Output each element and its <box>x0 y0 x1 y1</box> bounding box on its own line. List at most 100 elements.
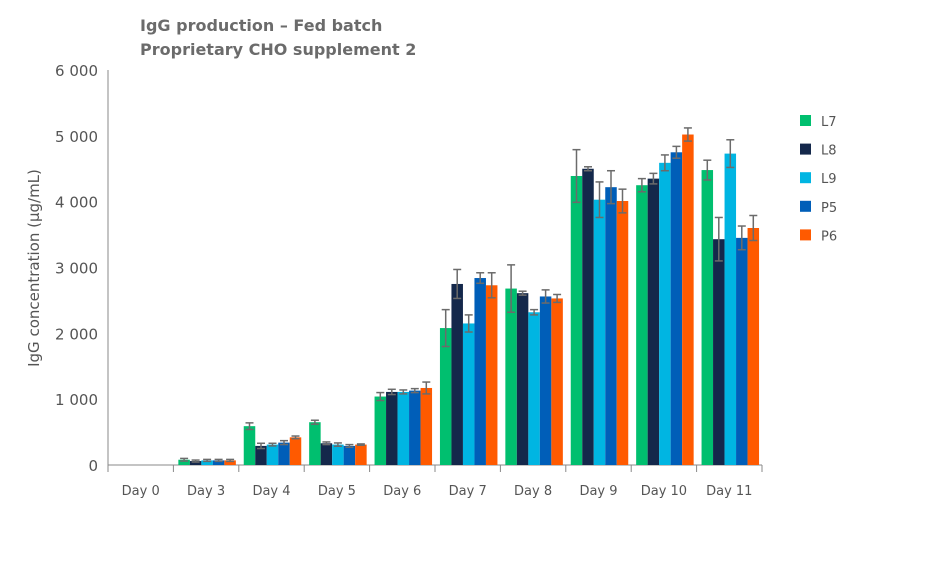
error-bar <box>333 442 342 447</box>
error-bar <box>180 457 189 462</box>
bars <box>178 127 760 466</box>
legend-swatch <box>800 143 811 155</box>
error-bar <box>410 387 419 394</box>
x-tick-label: Day 10 <box>641 484 687 499</box>
error-bar <box>291 435 300 440</box>
error-bar <box>268 442 277 447</box>
error-bar <box>356 443 365 446</box>
bar-l8 <box>320 443 333 465</box>
y-axis: 0 1 000 2 000 3 000 4 000 5 000 6 000 <box>55 62 109 475</box>
bar-l8 <box>647 178 660 465</box>
legend-swatch <box>800 115 811 126</box>
y-tick-label: 4 000 <box>55 194 98 212</box>
bar-l8 <box>386 391 398 465</box>
legend-label: L7 <box>821 115 837 130</box>
error-bar <box>487 272 496 299</box>
legend-swatch <box>800 200 811 212</box>
chart-title: IgG production – Fed batch <box>140 16 382 35</box>
bar-l9 <box>724 153 737 465</box>
y-tick-label: 6 000 <box>55 62 98 80</box>
error-bar <box>553 293 562 304</box>
bar-l9 <box>201 460 213 465</box>
x-tick-label: Day 7 <box>449 484 487 499</box>
y-tick-label: 2 000 <box>55 325 98 343</box>
error-bar <box>441 308 450 348</box>
error-bar <box>245 422 254 431</box>
bar-p5 <box>474 278 486 465</box>
bar-l8 <box>713 239 725 465</box>
error-bar <box>649 172 658 185</box>
legend-label: L9 <box>821 172 837 187</box>
bar-l8 <box>255 445 267 465</box>
bar-l9 <box>462 323 475 465</box>
bar-l7 <box>309 422 321 465</box>
y-axis-label: IgG concentration (µg/mL) <box>25 169 43 367</box>
y-tick-label: 5 000 <box>55 128 98 146</box>
bar-p6 <box>420 387 433 465</box>
bar-l8 <box>189 461 202 465</box>
error-bar <box>530 308 539 316</box>
error-bar <box>660 154 669 172</box>
error-bar <box>310 419 319 425</box>
bar-l9 <box>659 162 671 465</box>
legend: L7 L8 L9 P5 P6 <box>800 115 837 244</box>
legend-swatch <box>800 229 811 241</box>
error-bar <box>257 442 265 450</box>
bar-l7 <box>243 426 256 465</box>
bar-l8 <box>582 168 594 465</box>
bar-l9 <box>528 312 540 465</box>
bar-l8 <box>516 293 529 465</box>
error-bar <box>214 458 223 463</box>
error-bar <box>703 159 712 181</box>
error-bar <box>637 177 646 193</box>
y-tick-label: 0 <box>88 457 98 475</box>
x-tick-label: Day 9 <box>579 484 617 499</box>
bar-p5 <box>670 152 683 465</box>
bar-p5 <box>736 237 748 465</box>
bar-l9 <box>397 391 410 465</box>
bar-l7 <box>505 288 517 465</box>
bar-p6 <box>551 298 563 465</box>
error-bar <box>607 169 615 205</box>
bar-l9 <box>266 444 279 465</box>
x-tick-label: Day 4 <box>252 484 290 499</box>
error-bar <box>203 458 212 463</box>
error-bar <box>345 443 354 448</box>
y-tick-label: 1 000 <box>55 391 98 409</box>
bar-p6 <box>682 134 694 465</box>
error-bar <box>726 139 735 169</box>
bar-l9 <box>332 444 344 465</box>
x-tick-label: Day 0 <box>122 484 160 499</box>
error-bar <box>464 314 473 333</box>
bar-l7 <box>439 328 452 465</box>
error-bar <box>683 127 692 142</box>
x-tick-label: Day 8 <box>514 484 552 499</box>
error-bar <box>618 188 627 214</box>
bar-l7 <box>636 185 648 466</box>
bar-l9 <box>593 199 606 466</box>
error-bar <box>280 439 288 446</box>
legend-swatch <box>800 172 811 184</box>
y-tick-label: 3 000 <box>55 260 98 278</box>
error-bar <box>226 458 235 463</box>
error-bar <box>376 391 385 402</box>
error-bar <box>672 145 681 159</box>
error-bar <box>595 181 604 219</box>
bar-l7 <box>374 396 387 465</box>
error-bar <box>572 148 581 204</box>
error-bar <box>518 290 527 296</box>
error-bar <box>453 268 462 300</box>
error-bar <box>507 264 516 314</box>
bar-p5 <box>539 296 552 465</box>
error-bar <box>584 166 592 172</box>
x-tick-label: Day 11 <box>706 484 752 499</box>
bar-p6 <box>485 285 498 465</box>
error-bar <box>476 272 485 285</box>
bar-p6 <box>747 228 760 465</box>
bar-p5 <box>278 442 290 465</box>
legend-label: P5 <box>821 201 837 216</box>
error-bar <box>714 216 723 262</box>
bar-l7 <box>178 459 190 465</box>
error-bar <box>399 389 408 395</box>
error-bar <box>387 388 396 396</box>
